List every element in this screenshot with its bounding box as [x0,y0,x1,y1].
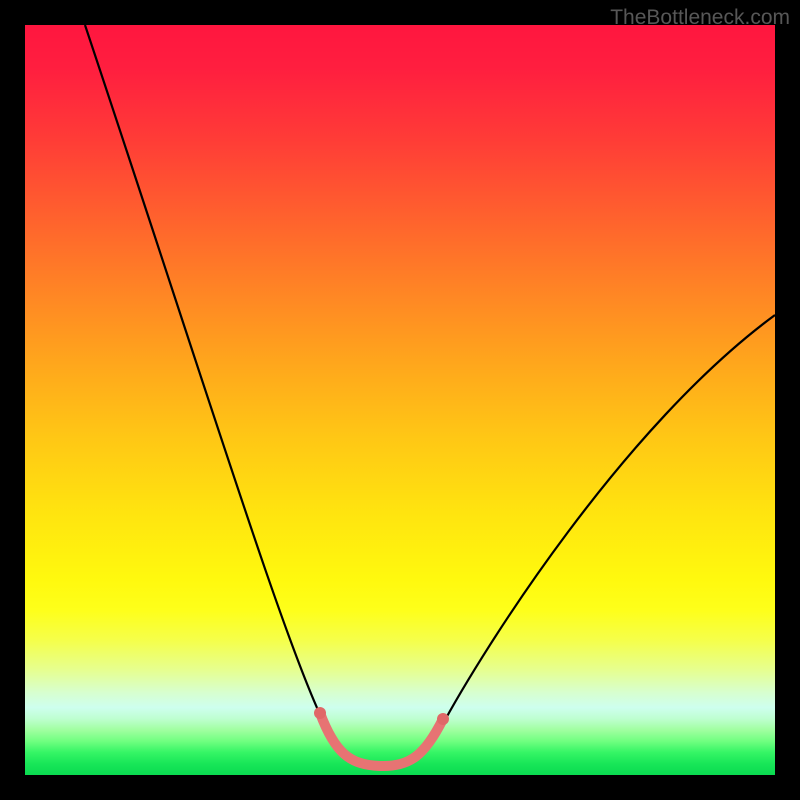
highlight-endpoint-right [437,713,449,725]
watermark-text: TheBottleneck.com [610,6,790,30]
optimal-zone-highlight [320,713,443,766]
chart-svg [25,25,775,775]
bottleneck-curve [85,25,775,765]
plot-area [25,25,775,775]
highlight-endpoint-left [314,707,326,719]
